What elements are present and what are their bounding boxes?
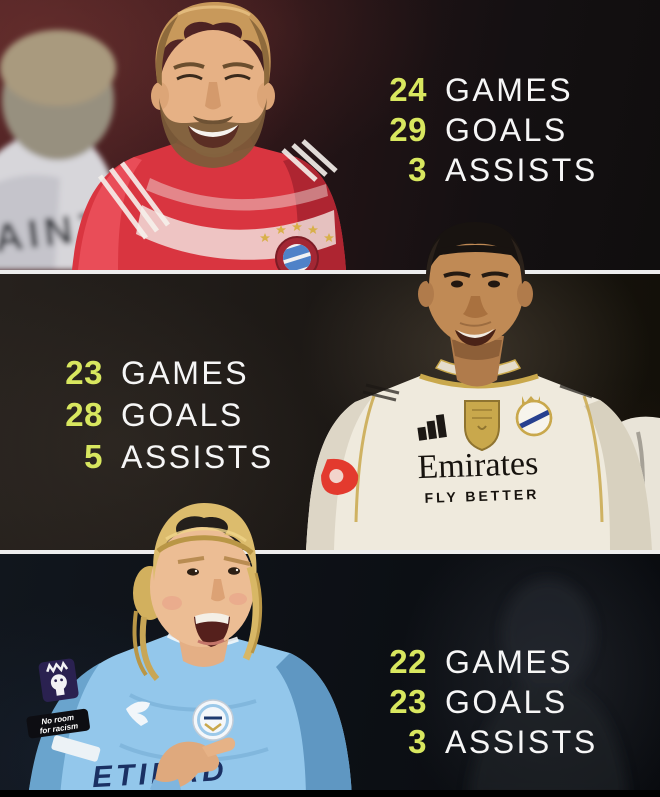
forward-head — [418, 222, 533, 346]
stat-row-goals: 23 GOALS — [369, 682, 598, 722]
stat-label: GOALS — [445, 683, 568, 720]
stat-row-games: 22 GAMES — [369, 642, 598, 682]
stat-row-assists: 5 ASSISTS — [35, 436, 274, 478]
club-crest — [260, 222, 334, 270]
striker-figure — [72, 1, 346, 270]
stat-value: 22 — [389, 643, 427, 680]
stat-label: GAMES — [445, 71, 574, 108]
shirt-sponsor-text: Emirates — [417, 445, 539, 486]
stat-row-goals: 29 GOALS — [369, 110, 598, 150]
sky-blue-jersey — [28, 632, 352, 797]
stat-label: GOALS — [121, 396, 244, 433]
stat-value: 24 — [389, 71, 427, 108]
stat-row-assists: 3 ASSISTS — [369, 722, 598, 762]
panel-divider-2 — [0, 550, 660, 554]
stats-block-bottom: 22 GAMES 23 GOALS 3 ASSISTS — [369, 642, 598, 762]
stat-value: 29 — [389, 111, 427, 148]
gold-champions-badge — [464, 400, 500, 452]
bottom-frame-bar — [0, 790, 660, 797]
stat-label: GAMES — [445, 643, 574, 680]
anti-racism-patch: No room for racism — [26, 708, 90, 739]
stat-label: GOALS — [445, 111, 568, 148]
background-coach-silhouette — [468, 579, 628, 797]
stats-block-top: 24 GAMES 29 GOALS 3 ASSISTS — [369, 70, 598, 190]
stat-value: 23 — [65, 354, 103, 391]
stat-value: 28 — [65, 396, 103, 433]
stat-label: ASSISTS — [445, 723, 598, 760]
striker-head — [151, 1, 275, 168]
top-panel-photo: AINZ — [0, 0, 660, 270]
stat-value: 3 — [408, 723, 427, 760]
stat-value: 3 — [408, 151, 427, 188]
city-striker-figure: No room for racism ETIHAD — [26, 503, 352, 797]
stats-block-middle: 23 GAMES 28 GOALS 5 ASSISTS — [35, 352, 274, 478]
stat-row-games: 23 GAMES — [35, 352, 274, 394]
stat-value: 5 — [84, 438, 103, 475]
puma-logo — [126, 701, 150, 726]
real-madrid-crest — [515, 396, 553, 437]
red-jersey — [72, 135, 346, 270]
stat-row-goals: 28 GOALS — [35, 394, 274, 436]
panel-divider-1 — [0, 270, 660, 274]
stat-label: ASSISTS — [121, 438, 274, 475]
league-sleeve-patch — [321, 458, 359, 495]
middle-panel-photo: Emirates FLY BETTER — [0, 220, 660, 550]
stat-row-games: 24 GAMES — [369, 70, 598, 110]
stat-row-assists: 3 ASSISTS — [369, 150, 598, 190]
adidas-logo — [417, 414, 447, 441]
forward-figure: Emirates FLY BETTER — [306, 222, 660, 550]
city-crest — [192, 699, 234, 741]
city-striker-head — [132, 503, 263, 682]
shirt-sponsor-tagline-text: FLY BETTER — [424, 486, 539, 506]
stat-label: GAMES — [121, 354, 250, 391]
premier-league-badge — [38, 658, 79, 702]
stat-value: 23 — [389, 683, 427, 720]
stat-label: ASSISTS — [445, 151, 598, 188]
bottom-panel-photo: No room for racism ETIHAD — [0, 495, 660, 797]
background-player: AINZ — [0, 30, 128, 270]
